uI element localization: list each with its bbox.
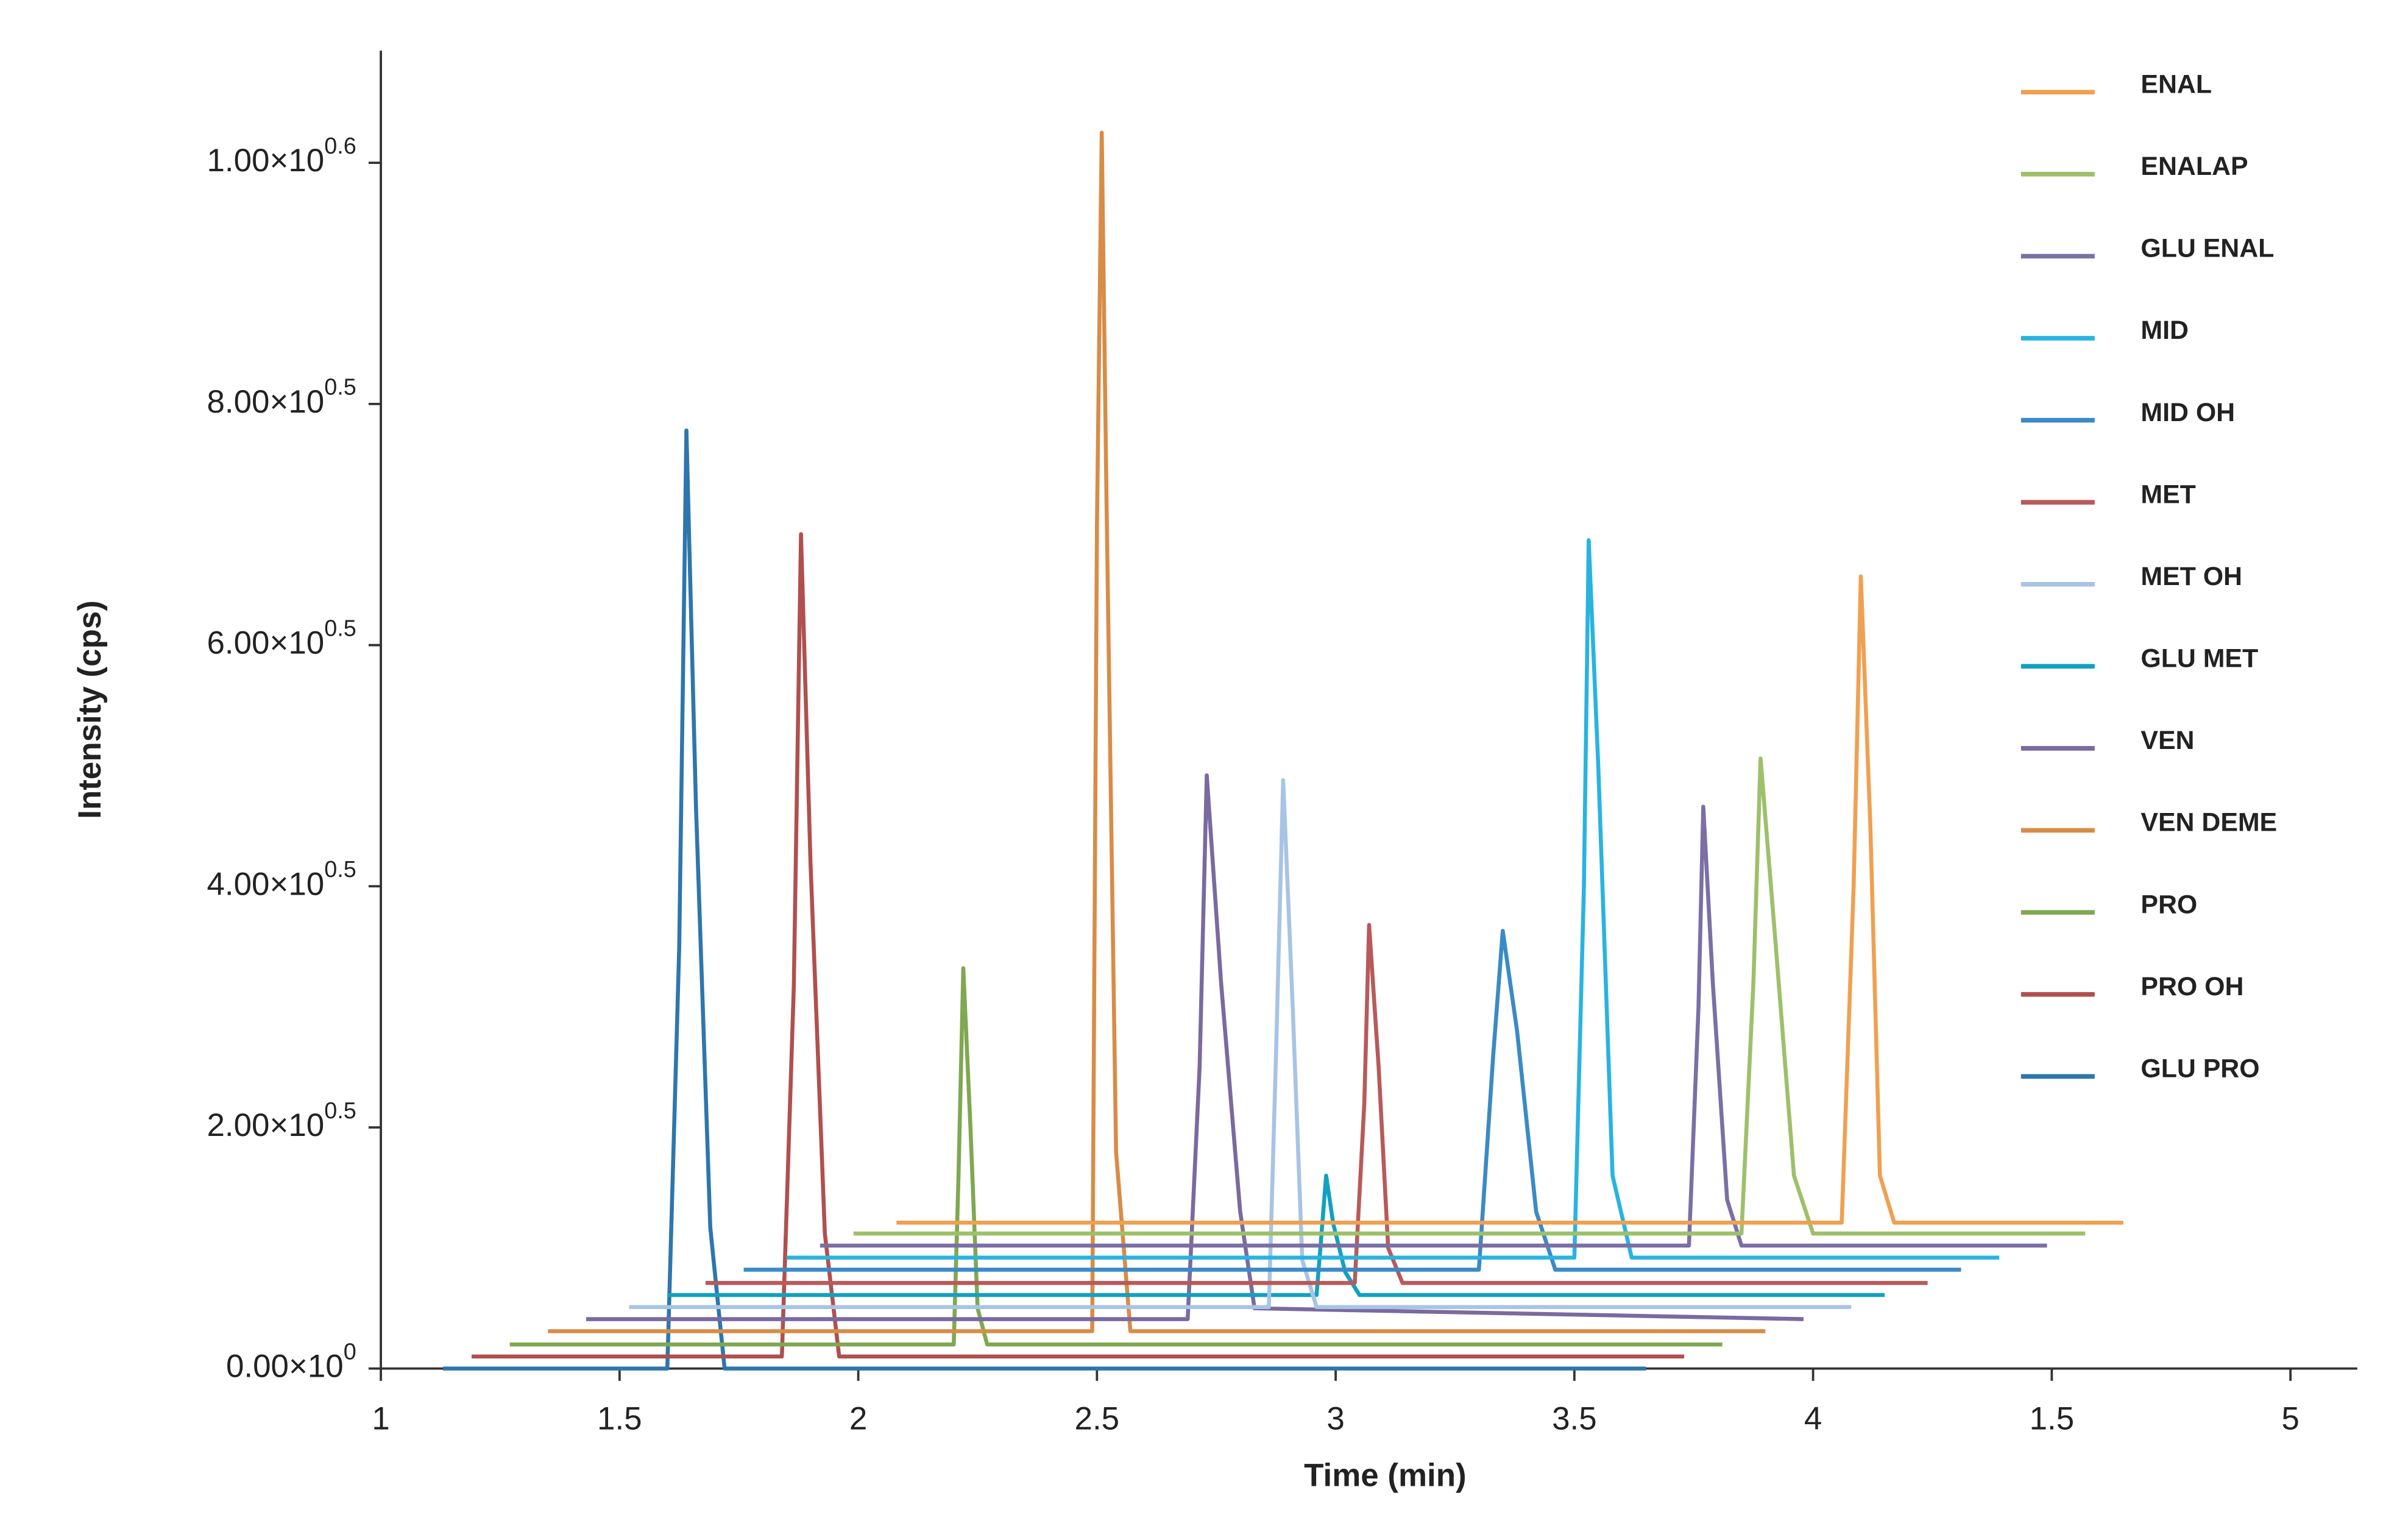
legend-label: GLU PRO	[2141, 1054, 2259, 1084]
y-tick-mantissa: 0.00×10	[226, 1349, 344, 1385]
y-tick-exponent: 0.5	[324, 1098, 356, 1124]
y-tick-label: 2.00×100.5	[207, 1098, 356, 1143]
y-tick-label: 4.00×100.5	[207, 857, 356, 902]
y-tick-label: 1.00×100.6	[207, 133, 356, 179]
legend-label: MET	[2141, 480, 2195, 509]
y-tick-mantissa: 1.00×10	[207, 143, 324, 179]
series-line	[586, 773, 1804, 1321]
y-tick-label: 8.00×100.5	[207, 375, 356, 420]
x-tick-label: 2	[849, 1400, 867, 1436]
legend-label: ENALAP	[2141, 152, 2248, 181]
x-tick-label: 5	[2281, 1400, 2299, 1436]
x-tick-label: 3	[1326, 1400, 1344, 1436]
legend-label: MET OH	[2141, 562, 2242, 591]
legend-label: MID	[2141, 316, 2189, 345]
legend-label: GLU MET	[2141, 644, 2258, 673]
series-line	[548, 130, 1766, 1333]
y-tick-exponent: 0.6	[324, 133, 356, 159]
legend-label: VEN DEME	[2141, 808, 2277, 837]
x-tick-label: 3.5	[1552, 1400, 1597, 1436]
y-tick-exponent: 0.5	[324, 616, 356, 641]
series-line	[629, 778, 1852, 1310]
series-line	[667, 1173, 1885, 1297]
series-line	[705, 923, 1928, 1285]
x-axis-title: Time (min)	[1304, 1458, 1467, 1494]
y-tick-exponent: 0.5	[324, 857, 356, 882]
series-line	[787, 538, 2000, 1260]
y-axis-title: Intensity (cps)	[72, 600, 108, 819]
y-tick-mantissa: 2.00×10	[207, 1107, 324, 1143]
legend-label: MID OH	[2141, 398, 2235, 427]
x-tick-label: 4	[1804, 1400, 1822, 1436]
y-tick-mantissa: 6.00×10	[207, 625, 324, 661]
x-tick-label: 1	[372, 1400, 389, 1436]
series-line	[509, 966, 1723, 1347]
series-line	[442, 428, 1646, 1371]
legend-label: VEN	[2141, 726, 2194, 755]
x-tick-label: 1.5	[2030, 1400, 2075, 1436]
y-tick-exponent: 0.5	[324, 375, 356, 400]
x-tick-label: 2.5	[1075, 1400, 1120, 1436]
y-tick-label: 0.00×100	[226, 1339, 356, 1384]
legend-label: GLU ENAL	[2141, 234, 2274, 263]
y-tick-exponent: 0	[344, 1339, 356, 1365]
x-tick-label: 1.5	[597, 1400, 642, 1436]
y-tick-mantissa: 4.00×10	[207, 866, 324, 902]
legend-label: ENAL	[2141, 69, 2212, 99]
legend-label: PRO	[2141, 890, 2197, 919]
y-tick-label: 6.00×100.5	[207, 616, 356, 661]
legend-label: PRO OH	[2141, 972, 2243, 1001]
y-tick-mantissa: 8.00×10	[207, 384, 324, 420]
series-line	[896, 574, 2123, 1225]
series-line	[853, 756, 2086, 1236]
series-line	[820, 804, 2047, 1248]
